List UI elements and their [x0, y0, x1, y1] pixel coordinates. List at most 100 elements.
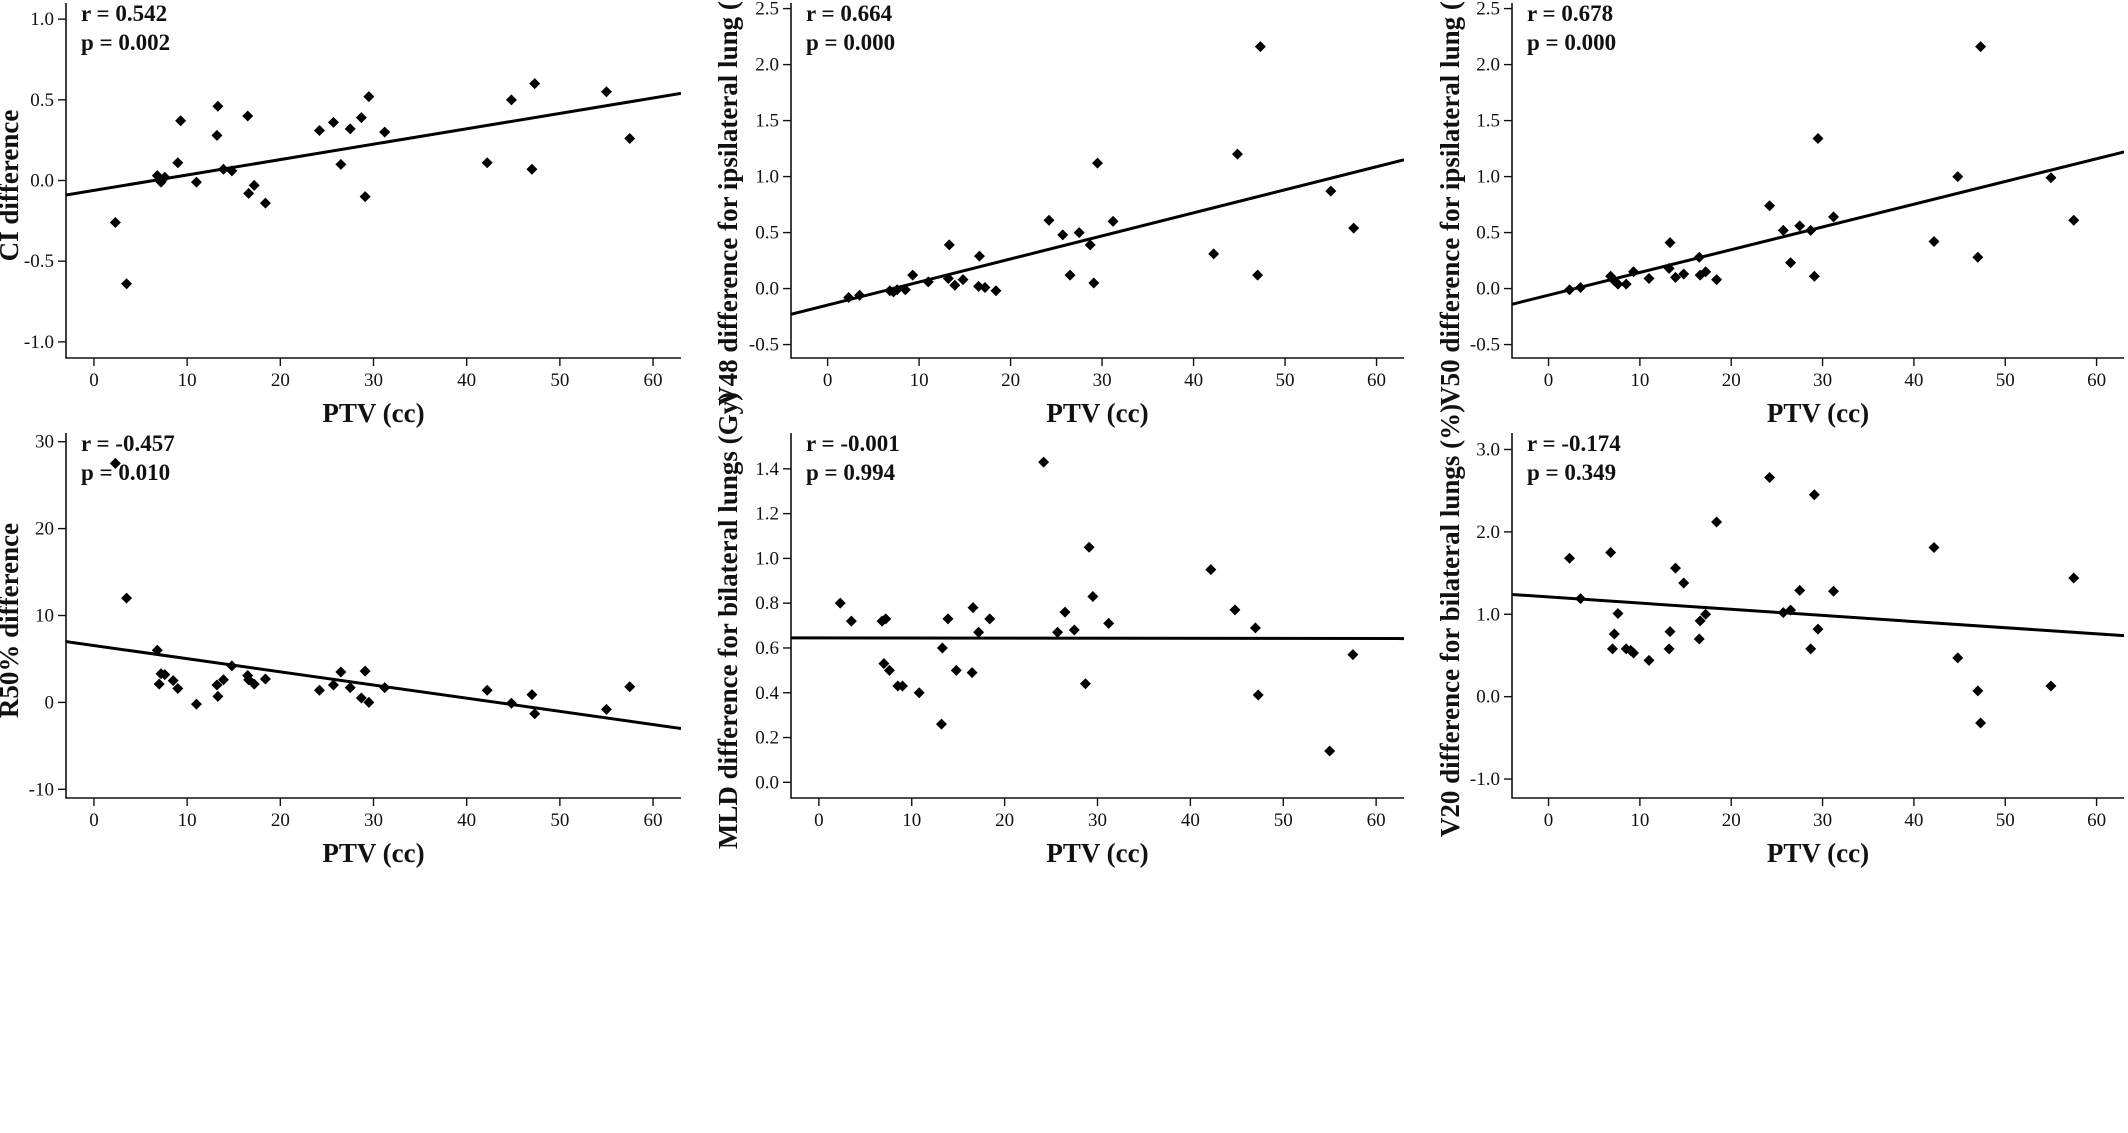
x-tick-label: 0	[89, 810, 99, 831]
data-point	[1087, 590, 1099, 602]
regression-line	[1512, 150, 2124, 306]
x-tick-label: 40	[1904, 810, 1923, 831]
data-point	[1092, 157, 1103, 169]
data-point	[899, 284, 911, 296]
x-tick-label: 40	[457, 370, 476, 391]
data-point	[1828, 211, 1840, 223]
y-tick-label: 2.5	[755, 0, 779, 20]
data-point	[1038, 456, 1050, 468]
data-point	[313, 124, 325, 136]
data-point	[211, 129, 223, 141]
data-point	[1663, 643, 1675, 655]
stat-p-value: p = 0.994	[806, 460, 896, 485]
data-point	[505, 697, 517, 709]
y-tick-label: 0.2	[755, 728, 779, 749]
data-point	[1348, 222, 1360, 234]
y-tick-label: 0.0	[755, 279, 779, 300]
y-tick-label: 0.4	[755, 683, 779, 704]
x-tick-label: 20	[1722, 370, 1741, 391]
x-tick-label: 30	[1093, 370, 1112, 391]
x-tick-label: 10	[1630, 810, 1649, 831]
y-tick-label: 0.0	[1476, 279, 1500, 300]
x-tick-label: 10	[1630, 370, 1649, 391]
data-point	[1664, 626, 1676, 638]
x-tick-label: 30	[364, 810, 383, 831]
data-point	[883, 664, 895, 676]
data-point	[379, 126, 391, 138]
y-tick-label: 0.0	[1476, 687, 1500, 708]
x-tick-label: 20	[271, 810, 290, 831]
data-point	[172, 157, 184, 169]
data-point	[505, 94, 517, 106]
data-point	[984, 613, 996, 625]
data-point	[1812, 623, 1824, 635]
data-point	[1068, 624, 1080, 636]
y-tick-label: 1.0	[755, 167, 779, 188]
stat-r-value: r = 0.664	[806, 1, 893, 26]
axis-lines	[1511, 3, 2124, 359]
y-tick-label: 1.0	[755, 548, 779, 569]
x-axis-title: PTV (cc)	[322, 838, 424, 868]
data-point	[109, 216, 121, 228]
y-tick-label: 3.0	[1476, 439, 1500, 460]
data-point	[2068, 214, 2080, 226]
panel-v48-difference: 0 10 20 30 40 50 60 -0.5 0.0 0.5 1.0 1.5 2.0 2.5 r = 0…	[713, 0, 1404, 428]
stat-p-value: p = 0.000	[806, 30, 895, 55]
stat-r-value: r = -0.174	[1527, 431, 1621, 456]
data-point	[1794, 584, 1806, 596]
x-tick-label: 10	[910, 370, 929, 391]
data-point	[1052, 626, 1064, 638]
data-point	[1088, 277, 1100, 289]
data-point	[1764, 200, 1776, 212]
axis-lines	[790, 433, 1404, 799]
data-point	[1972, 685, 1984, 697]
data-point	[942, 272, 954, 284]
y-tick-label: 1.5	[1476, 111, 1500, 132]
data-point	[935, 718, 947, 730]
data-point	[1785, 604, 1797, 616]
data-point	[1252, 689, 1264, 701]
data-point	[1205, 564, 1217, 576]
y-tick-label: 0.6	[755, 638, 779, 659]
data-point	[2045, 680, 2057, 692]
data-point	[259, 197, 271, 209]
data-point	[624, 133, 636, 145]
data-point	[335, 666, 347, 678]
x-tick-label: 50	[550, 370, 569, 391]
x-tick-label: 30	[1813, 370, 1832, 391]
data-point	[248, 678, 260, 690]
data-point	[943, 239, 955, 251]
x-tick-label: 20	[1001, 370, 1020, 391]
data-point	[1627, 266, 1639, 278]
x-tick-label: 30	[1088, 810, 1107, 831]
data-point	[1663, 262, 1675, 274]
y-tick-label: 20	[35, 519, 54, 540]
data-point	[1575, 593, 1587, 605]
data-point	[1252, 269, 1264, 281]
data-point	[190, 176, 202, 188]
y-tick-label: 1.0	[30, 9, 54, 30]
data-point	[979, 281, 991, 293]
data-point	[1693, 251, 1705, 263]
data-point	[1564, 552, 1576, 564]
data-point	[936, 642, 948, 654]
data-point	[1605, 546, 1617, 558]
data-point	[1083, 541, 1095, 553]
axis-lines	[1511, 433, 2124, 799]
data-point	[1711, 516, 1723, 528]
data-point	[1952, 171, 1964, 183]
x-tick-label: 0	[1544, 370, 1554, 391]
data-point	[1612, 607, 1624, 619]
panel-v20-difference: 0 10 20 30 40 50 60 -1.0 0.0 1.0 2.0 3.0 r = -0.174 p…	[1435, 404, 2124, 868]
data-point	[1057, 229, 1069, 241]
data-point	[109, 457, 121, 469]
data-point	[1079, 678, 1091, 690]
y-tick-label: 1.0	[1476, 604, 1500, 625]
x-tick-label: 20	[995, 810, 1014, 831]
data-point	[327, 116, 339, 128]
data-point	[834, 597, 846, 609]
x-tick-label: 60	[1367, 810, 1386, 831]
y-tick-label: -0.5	[1470, 335, 1500, 356]
data-point	[121, 278, 133, 290]
x-tick-label: 10	[178, 370, 197, 391]
